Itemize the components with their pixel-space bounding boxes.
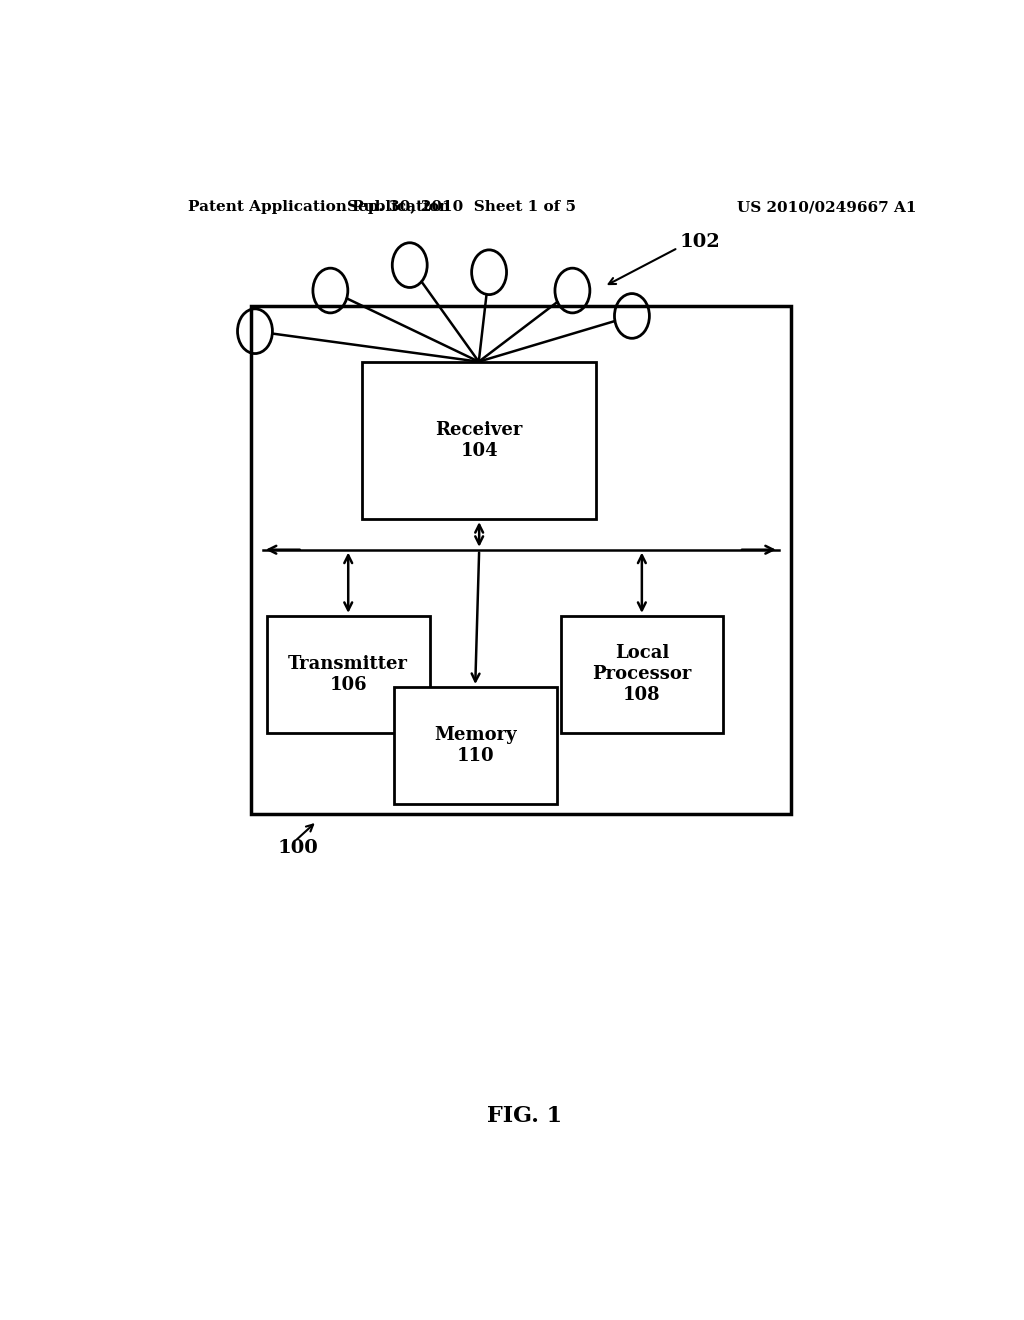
Text: 100: 100	[278, 838, 317, 857]
Text: Patent Application Publication: Patent Application Publication	[187, 201, 450, 214]
Text: Sep. 30, 2010  Sheet 1 of 5: Sep. 30, 2010 Sheet 1 of 5	[347, 201, 575, 214]
Text: Transmitter
106: Transmitter 106	[288, 655, 409, 693]
Bar	[560, 615, 723, 733]
Text: Local
Processor
108: Local Processor 108	[592, 644, 691, 704]
Text: 102: 102	[680, 232, 720, 251]
Text: FIG. 1: FIG. 1	[487, 1105, 562, 1127]
Bar	[394, 686, 557, 804]
Bar	[267, 615, 430, 733]
Bar	[251, 306, 791, 814]
Text: Receiver
104: Receiver 104	[435, 421, 523, 459]
Text: US 2010/0249667 A1: US 2010/0249667 A1	[736, 201, 916, 214]
Text: Memory
110: Memory 110	[434, 726, 516, 764]
Bar	[362, 362, 596, 519]
